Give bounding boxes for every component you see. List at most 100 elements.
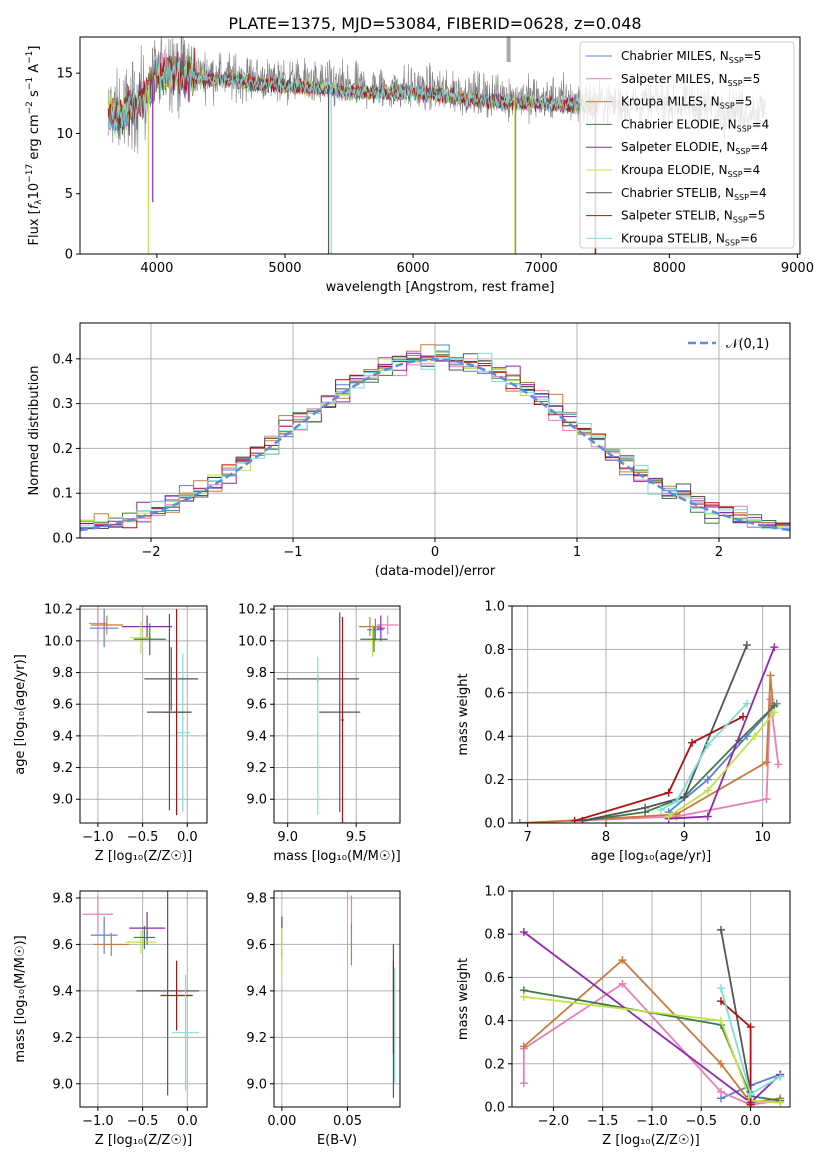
tick-label-y: 9.2 bbox=[246, 761, 267, 776]
errorbar-point bbox=[376, 615, 399, 635]
tick-label-x: −1.0 bbox=[82, 1114, 114, 1129]
series-marker bbox=[762, 758, 771, 767]
series-marker bbox=[664, 788, 673, 797]
errorbar-point bbox=[319, 612, 361, 812]
tick-label-y: 9.4 bbox=[52, 984, 73, 999]
errorbar-point bbox=[122, 615, 173, 638]
tick-label-x: −0.5 bbox=[685, 1114, 717, 1129]
tick-label-y: 15 bbox=[56, 67, 73, 82]
tick-label-y: 5 bbox=[65, 187, 73, 202]
series-marker bbox=[742, 641, 751, 650]
series-line-chabrier-stelib bbox=[582, 644, 748, 822]
tick-label-y: 9.4 bbox=[246, 729, 267, 744]
tick-label-x: −0.5 bbox=[127, 1114, 159, 1129]
tick-label-x: 4000 bbox=[140, 261, 173, 276]
series-marker bbox=[716, 925, 725, 934]
residuals-plot-area bbox=[80, 344, 790, 532]
tick-label-x: 9000 bbox=[781, 261, 814, 276]
tick-label-x: 10 bbox=[754, 830, 771, 845]
spectrum-plot-area bbox=[107, 37, 766, 254]
series-marker bbox=[716, 997, 725, 1006]
tick-label-y: 0.2 bbox=[484, 1057, 505, 1072]
series-marker bbox=[746, 1090, 755, 1099]
tick-label-y: 0 bbox=[65, 248, 73, 263]
tick-label-x: 2 bbox=[715, 545, 723, 560]
series-marker bbox=[703, 775, 712, 784]
axes-frame bbox=[511, 605, 791, 824]
tick-label-y: 9.2 bbox=[52, 761, 73, 776]
tick-label-y: 9.8 bbox=[246, 891, 267, 906]
errorbar-point bbox=[89, 609, 119, 648]
axes-frame bbox=[79, 890, 208, 1108]
series-line-salpeter-miles bbox=[522, 982, 781, 1106]
x-axis-label: Z [log₁₀(Z/Z☉)] bbox=[95, 849, 192, 864]
errorbar-point bbox=[147, 613, 192, 811]
series-marker bbox=[656, 805, 665, 814]
tick-label-y: 9.4 bbox=[246, 984, 267, 999]
series-marker bbox=[746, 1023, 755, 1032]
series-line-kroupa-elodie bbox=[523, 995, 781, 1104]
tick-label-y: 9.0 bbox=[52, 1077, 73, 1092]
tick-label-x: 0 bbox=[431, 545, 439, 560]
axes-frame bbox=[511, 890, 791, 1108]
model-spectrum-kroupa-stelib bbox=[107, 44, 596, 135]
tick-label-x: −0.5 bbox=[127, 830, 159, 845]
tick-label-y: 0.3 bbox=[52, 397, 73, 412]
series-marker bbox=[688, 738, 697, 747]
series-line-salpeter-stelib bbox=[574, 715, 744, 822]
tick-label-y: 0.6 bbox=[484, 971, 505, 986]
mass-vs-ebv-plot-area bbox=[281, 895, 396, 1098]
age-vs-Z-plot-area bbox=[88, 607, 199, 816]
tick-label-x: −2.0 bbox=[538, 1114, 570, 1129]
errorbar-point bbox=[93, 932, 130, 957]
mass-vs-Z-panel: −1.0 −0.5 0.0 9.0 9.2 9.4 9.6 9.8 Z [log₁₀(Z/Z☉)… bbox=[13, 890, 208, 1148]
errorbar-point bbox=[82, 895, 114, 933]
series-marker bbox=[742, 699, 751, 708]
series-marker bbox=[770, 643, 779, 652]
legend-label: Chabrier ELODIE, NSSP=4 bbox=[621, 117, 769, 133]
gaussian-curve bbox=[80, 358, 790, 532]
x-axis-label: wavelength [Angstrom, rest frame] bbox=[326, 280, 555, 295]
axes-frame bbox=[273, 890, 401, 1108]
tick-label-y: 0.0 bbox=[484, 817, 505, 832]
tick-label-x: 9 bbox=[680, 830, 688, 845]
series-line-kroupa-elodie bbox=[668, 711, 775, 818]
x-axis-label: mass [log₁₀(M/M☉)] bbox=[273, 849, 400, 864]
tick-label-y: 0.2 bbox=[52, 442, 73, 457]
series-marker bbox=[519, 992, 528, 1001]
series-marker bbox=[774, 760, 783, 769]
tick-label-x: 0.00 bbox=[267, 1114, 296, 1129]
tick-label-y: 9.2 bbox=[52, 1031, 73, 1046]
tick-label-x: 0.0 bbox=[740, 1114, 761, 1129]
residuals-panel: −2 −1 0 1 2 0.0 0.1 0.2 0.3 0.4 (data-model)/error… bbox=[27, 322, 791, 579]
errorbar-point bbox=[136, 891, 199, 1096]
x-axis-label: E(B-V) bbox=[317, 1133, 357, 1148]
y-axis-label: mass weight bbox=[456, 673, 471, 755]
tick-label-y: 0.8 bbox=[484, 643, 505, 658]
tick-label-x: 1 bbox=[573, 545, 581, 560]
tick-label-x: 7000 bbox=[525, 261, 558, 276]
tick-label-y: 0.4 bbox=[52, 352, 73, 367]
series-marker bbox=[716, 1059, 725, 1068]
tick-label-y: 9.8 bbox=[52, 891, 73, 906]
tick-label-x: 6000 bbox=[397, 261, 430, 276]
tick-label-y: 9.8 bbox=[52, 666, 73, 681]
spectrum-panel: 4000 5000 6000 7000 8000 9000 0 5 10 15 wavelength… bbox=[25, 36, 814, 295]
errorbar-point bbox=[368, 625, 377, 657]
tick-label-x: −1.5 bbox=[587, 1114, 619, 1129]
errorbar-point bbox=[129, 911, 165, 945]
weight-vs-age-panel: 7 8 9 10 0.0 0.2 0.4 0.6 0.8 1.0 age [log₁₀(age/yr… bbox=[456, 600, 791, 864]
series-marker bbox=[515, 819, 524, 823]
errorbar-point bbox=[144, 647, 199, 711]
series-line-kroupa-stelib bbox=[660, 702, 748, 811]
series-line-chabrier-miles bbox=[668, 702, 778, 813]
tick-label-y: 10.0 bbox=[44, 634, 73, 649]
errorbar-point bbox=[90, 916, 118, 954]
tick-label-y: 9.6 bbox=[246, 698, 267, 713]
tick-label-y: 0.0 bbox=[52, 532, 73, 547]
y-axis-label: Normed distribution bbox=[27, 366, 42, 496]
tick-label-y: 9.2 bbox=[246, 1031, 267, 1046]
tick-label-y: 0.4 bbox=[484, 730, 505, 745]
tick-label-y: 0.4 bbox=[484, 1014, 505, 1029]
